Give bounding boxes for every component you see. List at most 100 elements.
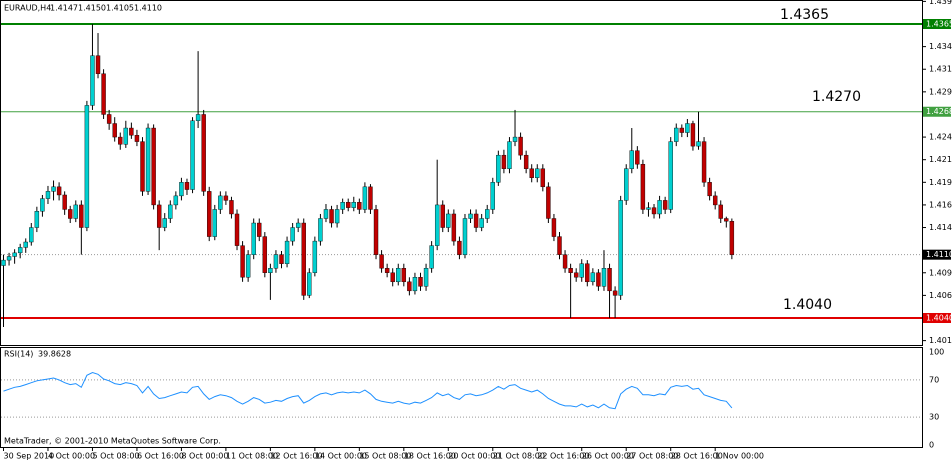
candle-body: [579, 263, 584, 278]
candle-body: [557, 236, 562, 255]
candle-body: [129, 127, 134, 136]
candle-body: [490, 182, 495, 210]
candle-body: [251, 222, 256, 255]
candle-body: [290, 227, 295, 242]
x-tick-label: 22 Oct 16:00: [537, 452, 589, 461]
x-tick-label: 30 Sep 2010: [4, 452, 55, 461]
candle-body: [195, 114, 201, 121]
candle-body: [357, 202, 362, 210]
y-tick-label: 1.4315: [929, 65, 952, 74]
level-label: 1.4268: [926, 107, 952, 116]
candle-body: [512, 136, 518, 142]
x-tick-label: 15 Oct 08:00: [359, 452, 411, 461]
candle-body: [29, 227, 34, 243]
candle-body: [68, 209, 73, 219]
x-tick-label: 4 Oct 00:00: [48, 452, 95, 461]
candle-body: [162, 218, 167, 228]
x-tick-label: 6 Oct 16:00: [137, 452, 184, 461]
candle-body: [56, 186, 62, 196]
candle-body: [701, 141, 707, 183]
annotation: 1.4040: [783, 297, 832, 313]
candle-body: [679, 127, 685, 133]
candle-body: [529, 168, 534, 178]
candle-body: [618, 200, 623, 296]
candle-body: [412, 277, 418, 292]
candle-body: [34, 211, 40, 228]
candle-body: [179, 182, 184, 197]
candle-body: [696, 141, 701, 147]
level-box: [923, 19, 951, 29]
x-tick-label: 20 Oct 00:00: [448, 452, 500, 461]
y-tick-label: 1.4065: [929, 291, 952, 300]
candle-body: [718, 204, 723, 219]
candle-body: [523, 154, 529, 169]
candle-body: [17, 247, 23, 254]
candle-body: [635, 150, 640, 165]
candle-body: [551, 218, 557, 237]
candle-body: [729, 221, 735, 255]
candle-body: [6, 256, 12, 261]
y-tick-label: 1.4290: [929, 87, 952, 96]
header-value: 1.4150: [78, 4, 106, 13]
candle-body: [95, 55, 101, 74]
candle-body: [568, 268, 573, 273]
main-panel: [0, 0, 923, 346]
candle-body: [407, 281, 412, 292]
header-value: 1.4105: [106, 4, 134, 13]
level-label: 1.4110: [926, 250, 952, 259]
candle-body: [12, 252, 17, 257]
x-tick-label: 12 Oct 16:00: [270, 452, 322, 461]
y-tick-label: 1.4190: [929, 178, 952, 187]
candle-body: [479, 218, 484, 228]
candle-body: [468, 213, 473, 219]
candle-body: [284, 240, 290, 264]
candle-body: [418, 277, 423, 287]
candle-body: [101, 73, 106, 115]
candle-body: [268, 268, 273, 273]
header-value: 1.4147: [50, 4, 78, 13]
x-tick-label: 26 Oct 00:00: [582, 452, 634, 461]
candle-body: [257, 222, 262, 237]
candle-body: [585, 263, 590, 283]
candle-body: [390, 272, 395, 283]
candle-body: [173, 195, 179, 206]
candle-body: [601, 268, 607, 287]
rsi-tick-label: 100: [929, 348, 944, 357]
candle-body: [590, 272, 596, 283]
annotation: 1.4270: [812, 89, 861, 105]
rsi-panel: [0, 347, 923, 448]
candle-body: [51, 186, 56, 192]
candle-body: [62, 194, 67, 210]
candle-body: [295, 222, 301, 228]
candle-body: [379, 254, 384, 269]
annotation: 1.4365: [780, 7, 829, 23]
candle-body: [457, 240, 462, 255]
candle-body: [329, 209, 334, 224]
candle-body: [668, 141, 673, 210]
candle-body: [423, 268, 429, 287]
candle-body: [229, 200, 234, 215]
candle-body: [540, 168, 546, 188]
candle-body: [134, 135, 140, 142]
candle-body: [40, 198, 45, 212]
symbol: EURAUD,H4: [4, 4, 51, 13]
rsi-name: RSI(14): [4, 350, 33, 359]
rsi-tick-label: 0: [929, 441, 934, 450]
candle-body: [384, 268, 390, 273]
candle-body: [318, 218, 323, 242]
candle-body: [184, 182, 190, 190]
candle-body: [45, 191, 51, 199]
candle-body: [662, 200, 668, 210]
candle-body: [446, 213, 451, 228]
candle-body: [140, 141, 145, 192]
level-box: [923, 249, 951, 260]
header-value: 1.4110: [134, 4, 162, 13]
x-tick-label: 28 Oct 16:00: [671, 452, 723, 461]
candle-body: [156, 204, 162, 228]
candle-body: [323, 209, 329, 219]
x-tick-label: 21 Oct 08:00: [493, 452, 545, 461]
candle-body: [312, 240, 318, 273]
candle-body: [462, 218, 468, 255]
candle-body: [373, 209, 379, 255]
